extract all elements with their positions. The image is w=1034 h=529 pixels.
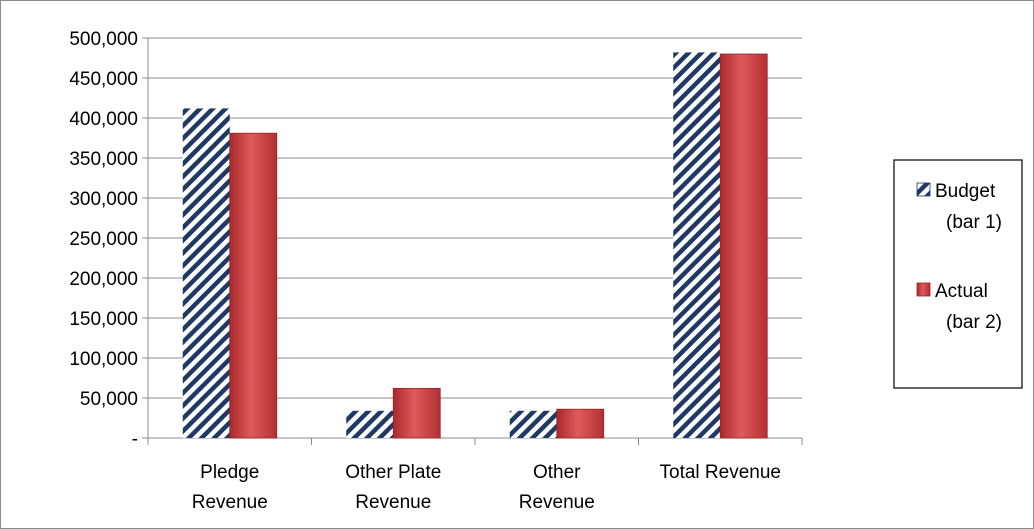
- axis-labels: - 50,000 100,000 150,000 200,000 250,000 300,0…: [69, 29, 781, 513]
- legend-swatch-actual: [916, 282, 931, 297]
- x-category-label: Revenue: [192, 492, 268, 513]
- bar-actual: [556, 408, 605, 439]
- y-tick-label: 150,000: [69, 309, 138, 330]
- bar-budget: [509, 410, 557, 438]
- bar-budget: [346, 410, 394, 438]
- bars: [182, 52, 768, 439]
- bar-budget: [182, 108, 230, 439]
- y-tick-label: 500,000: [69, 29, 138, 50]
- bar-actual: [392, 387, 441, 439]
- y-tick-label: 50,000: [80, 389, 138, 410]
- y-tick-label: 300,000: [69, 189, 138, 210]
- y-tick-label: 400,000: [69, 109, 138, 130]
- x-category-label: Pledge: [200, 462, 259, 483]
- x-category-label: Total Revenue: [660, 462, 781, 483]
- x-category-label: Revenue: [355, 492, 431, 513]
- legend-label: (bar 1): [946, 212, 1002, 233]
- y-tick-label: 450,000: [69, 69, 138, 90]
- legend-label: Actual: [935, 281, 988, 302]
- x-category-label: Revenue: [519, 492, 595, 513]
- y-tick-label: -: [132, 429, 138, 450]
- y-tick-label: 250,000: [69, 229, 138, 250]
- legend: Budget (bar 1) Actual (bar 2): [893, 159, 1023, 389]
- bar-budget: [673, 52, 721, 439]
- y-tick-label: 100,000: [69, 349, 138, 370]
- bar-actual: [229, 132, 278, 439]
- legend-swatch-budget: [916, 182, 931, 197]
- bar-actual: [719, 53, 768, 439]
- x-category-label: Other Plate: [345, 462, 441, 483]
- y-tick-label: 350,000: [69, 149, 138, 170]
- legend-label: (bar 2): [946, 312, 1002, 333]
- legend-box: [893, 159, 1023, 389]
- legend-label: Budget: [935, 181, 996, 202]
- x-category-label: Other: [533, 462, 581, 483]
- y-tick-label: 200,000: [69, 269, 138, 290]
